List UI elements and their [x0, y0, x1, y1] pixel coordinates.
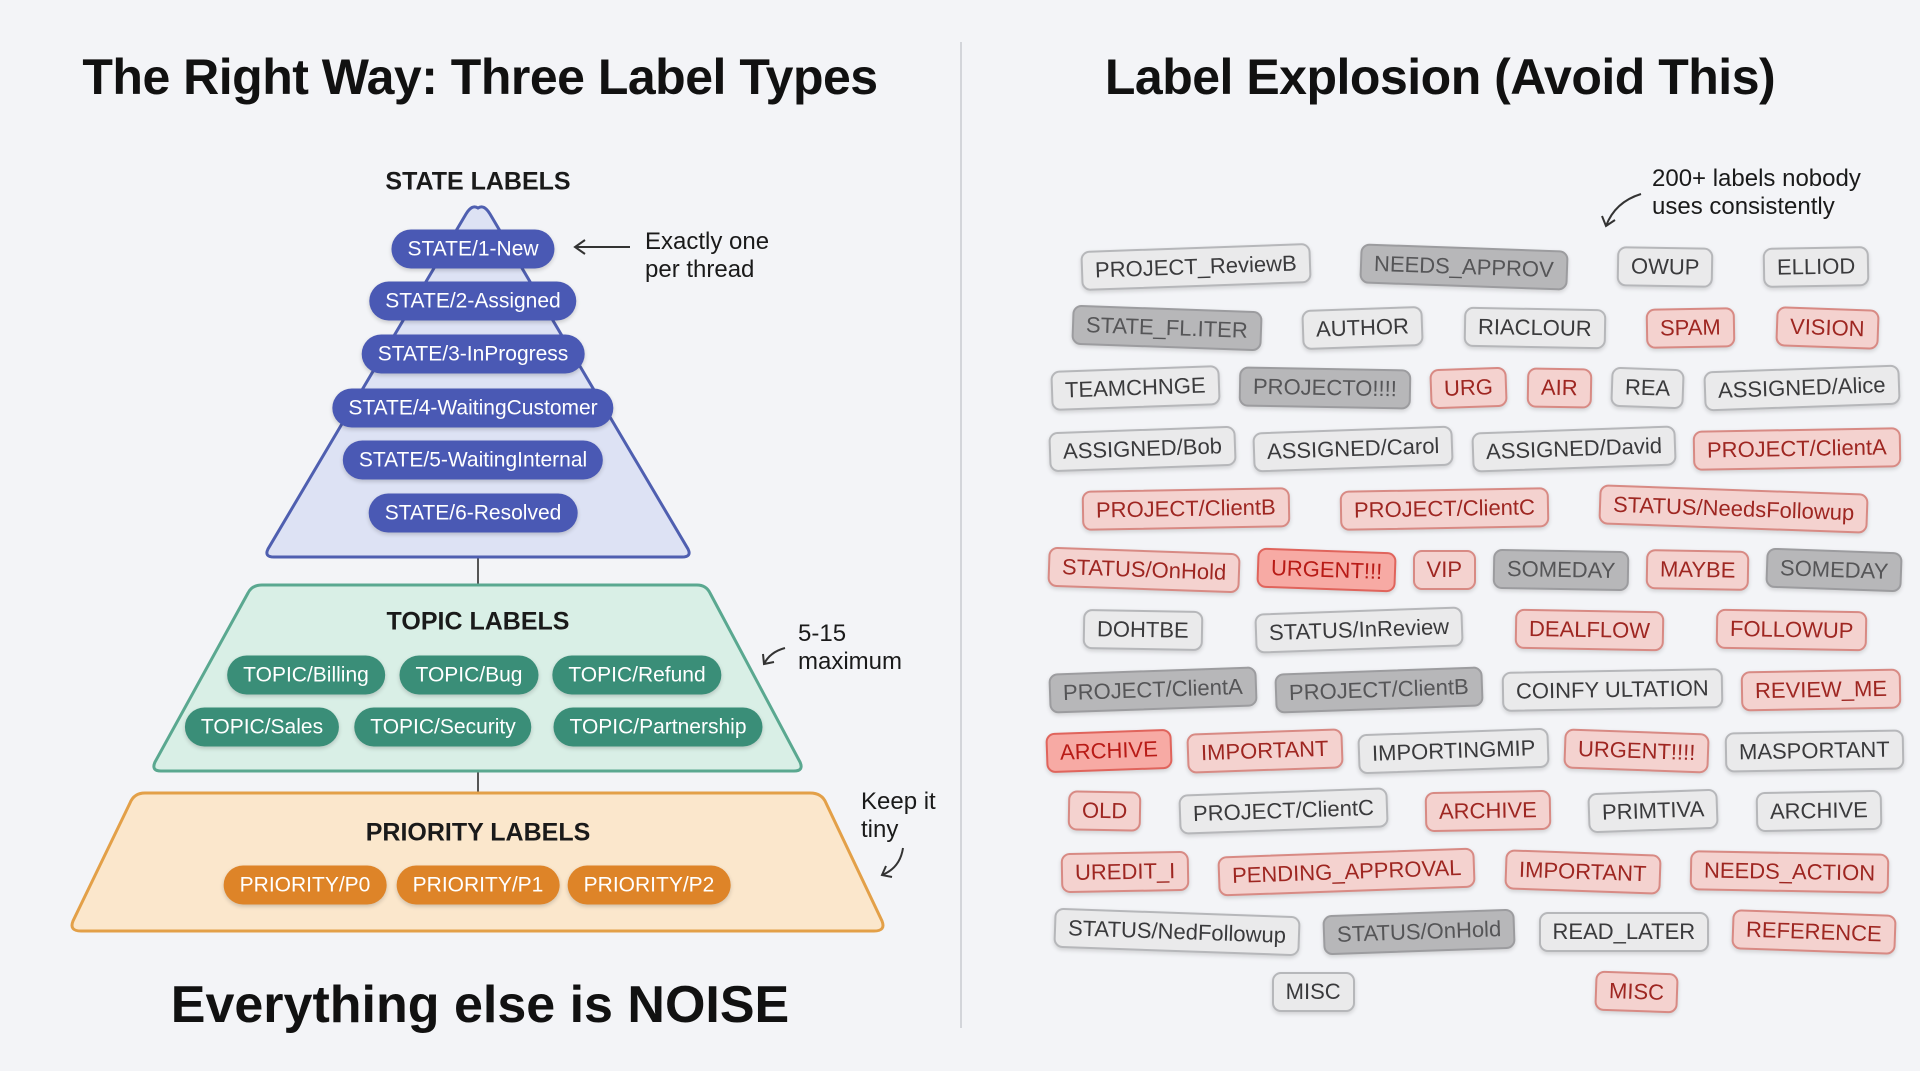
state-label-pill: STATE/6-Resolved: [368, 493, 578, 533]
label-tag: MISC: [1271, 972, 1355, 1013]
label-tag: PROJECT/ClientC: [1178, 787, 1389, 835]
topic-label-pill: TOPIC/Sales: [184, 707, 340, 747]
label-tag: MAYBE: [1645, 548, 1750, 591]
label-tag: STATUS/NedFollowup: [1053, 907, 1301, 957]
priority-section-title: PRIORITY LABELS: [365, 818, 591, 847]
label-tag: DEALFLOW: [1514, 608, 1664, 652]
label-tag: NEEDS_APPROV: [1359, 243, 1569, 292]
label-tag: URGENT!!!!: [1563, 728, 1711, 774]
label-tag: VISION: [1775, 306, 1879, 350]
note-line: Exactly one: [645, 228, 770, 255]
label-tag: MISC: [1594, 971, 1679, 1014]
label-tag: STATUS/OnHold: [1047, 546, 1241, 593]
label-tag: REA: [1610, 366, 1685, 410]
topic-note: 5-15 maximum: [798, 620, 902, 676]
label-tag: SOMEDAY: [1492, 548, 1630, 591]
note-line: 200+ labels nobody: [1652, 165, 1861, 192]
label-tag: PROJECT/ClientA: [1048, 666, 1258, 714]
label-tag: ARCHIVE: [1755, 790, 1883, 833]
label-tag: SOMEDAY: [1765, 547, 1903, 592]
note-line: tiny: [861, 816, 899, 843]
label-tag: PROJECT_ReviewB: [1079, 243, 1311, 292]
topic-label-pill: TOPIC/Billing: [227, 655, 385, 695]
label-tag: REVIEW_ME: [1740, 668, 1901, 712]
topic-label-pill: TOPIC/Partnership: [553, 707, 763, 747]
label-tag: COINFY ULTATION: [1501, 668, 1723, 713]
state-label-pill: STATE/3-InProgress: [361, 334, 585, 374]
label-tag: ARCHIVE: [1045, 728, 1173, 773]
label-tag: RIACLOUR: [1463, 306, 1606, 350]
label-tag: PROJECT/ClientC: [1339, 487, 1550, 531]
state-label-pill: STATE/5-WaitingInternal: [342, 440, 604, 480]
label-tag: IMPORTANT: [1186, 728, 1344, 774]
right-title: Label Explosion (Avoid This): [1104, 49, 1776, 105]
note-line: uses consistently: [1652, 193, 1835, 220]
arrow-curved-icon: [762, 647, 786, 666]
note-line: maximum: [798, 648, 903, 675]
label-tag: IMPORTANT: [1504, 848, 1662, 895]
label-tag: SPAM: [1645, 307, 1736, 349]
label-cloud: PROJECT_ReviewB NEEDS_APPROV OWUP ELLIOD STA…: [1045, 243, 1905, 1015]
arrow-curved-icon: [1601, 193, 1642, 228]
label-tag: FOLLOWUP: [1715, 608, 1868, 652]
label-tag: AUTHOR: [1301, 305, 1424, 350]
state-label-pill: STATE/4-WaitingCustomer: [332, 388, 614, 428]
state-note: Exactly one per thread: [645, 228, 769, 284]
label-tag: DOHTBE: [1082, 608, 1203, 651]
topic-label-pill: TOPIC/Bug: [399, 655, 539, 695]
label-tag: READ_LATER: [1538, 912, 1710, 953]
note-line: 5-15: [798, 620, 847, 647]
label-tag: AIR: [1526, 367, 1592, 409]
priority-label-pill: PRIORITY/P1: [396, 865, 560, 905]
label-tag: URG: [1429, 366, 1508, 410]
state-label-pill: STATE/2-Assigned: [369, 281, 577, 321]
label-tag: IMPORTINGMIP: [1357, 727, 1550, 775]
state-section-title: STATE LABELS: [385, 167, 571, 196]
arrow-left-icon: [573, 239, 630, 255]
divider: [960, 42, 962, 1028]
label-tag: NEEDS_ACTION: [1689, 849, 1890, 894]
state-label-pill: STATE/1-New: [391, 229, 555, 269]
label-tag: STATUS/NeedsFollowup: [1598, 484, 1870, 534]
label-tag: ASSIGNED/David: [1471, 425, 1677, 473]
label-tag: STATE_FL.ITER: [1071, 304, 1263, 352]
label-tag: UREDIT_I: [1060, 850, 1190, 893]
explosion-note: 200+ labels nobody uses consistently: [1652, 165, 1861, 221]
topic-label-pill: TOPIC/Refund: [552, 655, 722, 695]
priority-label-pill: PRIORITY/P2: [567, 865, 731, 905]
label-tag: ASSIGNED/Carol: [1252, 425, 1455, 473]
priority-note: Keep it tiny: [861, 788, 936, 844]
label-tag: STATUS/OnHold: [1322, 908, 1517, 956]
priority-label-pill: PRIORITY/P0: [223, 865, 387, 905]
label-tag: URGENT!!!: [1255, 547, 1397, 592]
label-tag: VIP: [1412, 549, 1476, 590]
label-tag: ELLIOD: [1762, 246, 1870, 289]
note-line: per thread: [645, 256, 755, 283]
topic-section-title: TOPIC LABELS: [386, 607, 570, 636]
label-tag: ARCHIVE: [1424, 790, 1552, 833]
left-title: The Right Way: Three Label Types: [82, 49, 878, 105]
label-tag: PROJECT/ClientA: [1693, 426, 1902, 471]
label-tag: ASSIGNED/Alice: [1703, 364, 1901, 412]
label-tag: PROJECT/ClientB: [1274, 666, 1484, 714]
label-tag: PENDING_APPROVAL: [1217, 847, 1477, 897]
label-tag: STATUS/InReview: [1253, 606, 1464, 654]
label-tag: PROJECT/ClientB: [1081, 487, 1290, 531]
label-tag: ASSIGNED/Bob: [1048, 425, 1237, 472]
priority-trapezoid: [70, 791, 885, 933]
note-line: Keep it: [861, 788, 936, 815]
label-tag: MASPORTANT: [1724, 729, 1905, 773]
label-tag: PRIMTIVA: [1587, 788, 1720, 834]
label-tag: TEAMCHNGE: [1049, 365, 1220, 412]
footer-text: Everything else is NOISE: [170, 976, 790, 1034]
label-tag: PROJECTO!!!!: [1238, 366, 1411, 410]
label-tag: REFERENCE: [1731, 909, 1897, 955]
label-tag: OLD: [1067, 790, 1142, 832]
topic-label-pill: TOPIC/Security: [354, 707, 532, 747]
label-tag: OWUP: [1616, 246, 1714, 289]
arrow-curved-icon: [880, 847, 904, 878]
